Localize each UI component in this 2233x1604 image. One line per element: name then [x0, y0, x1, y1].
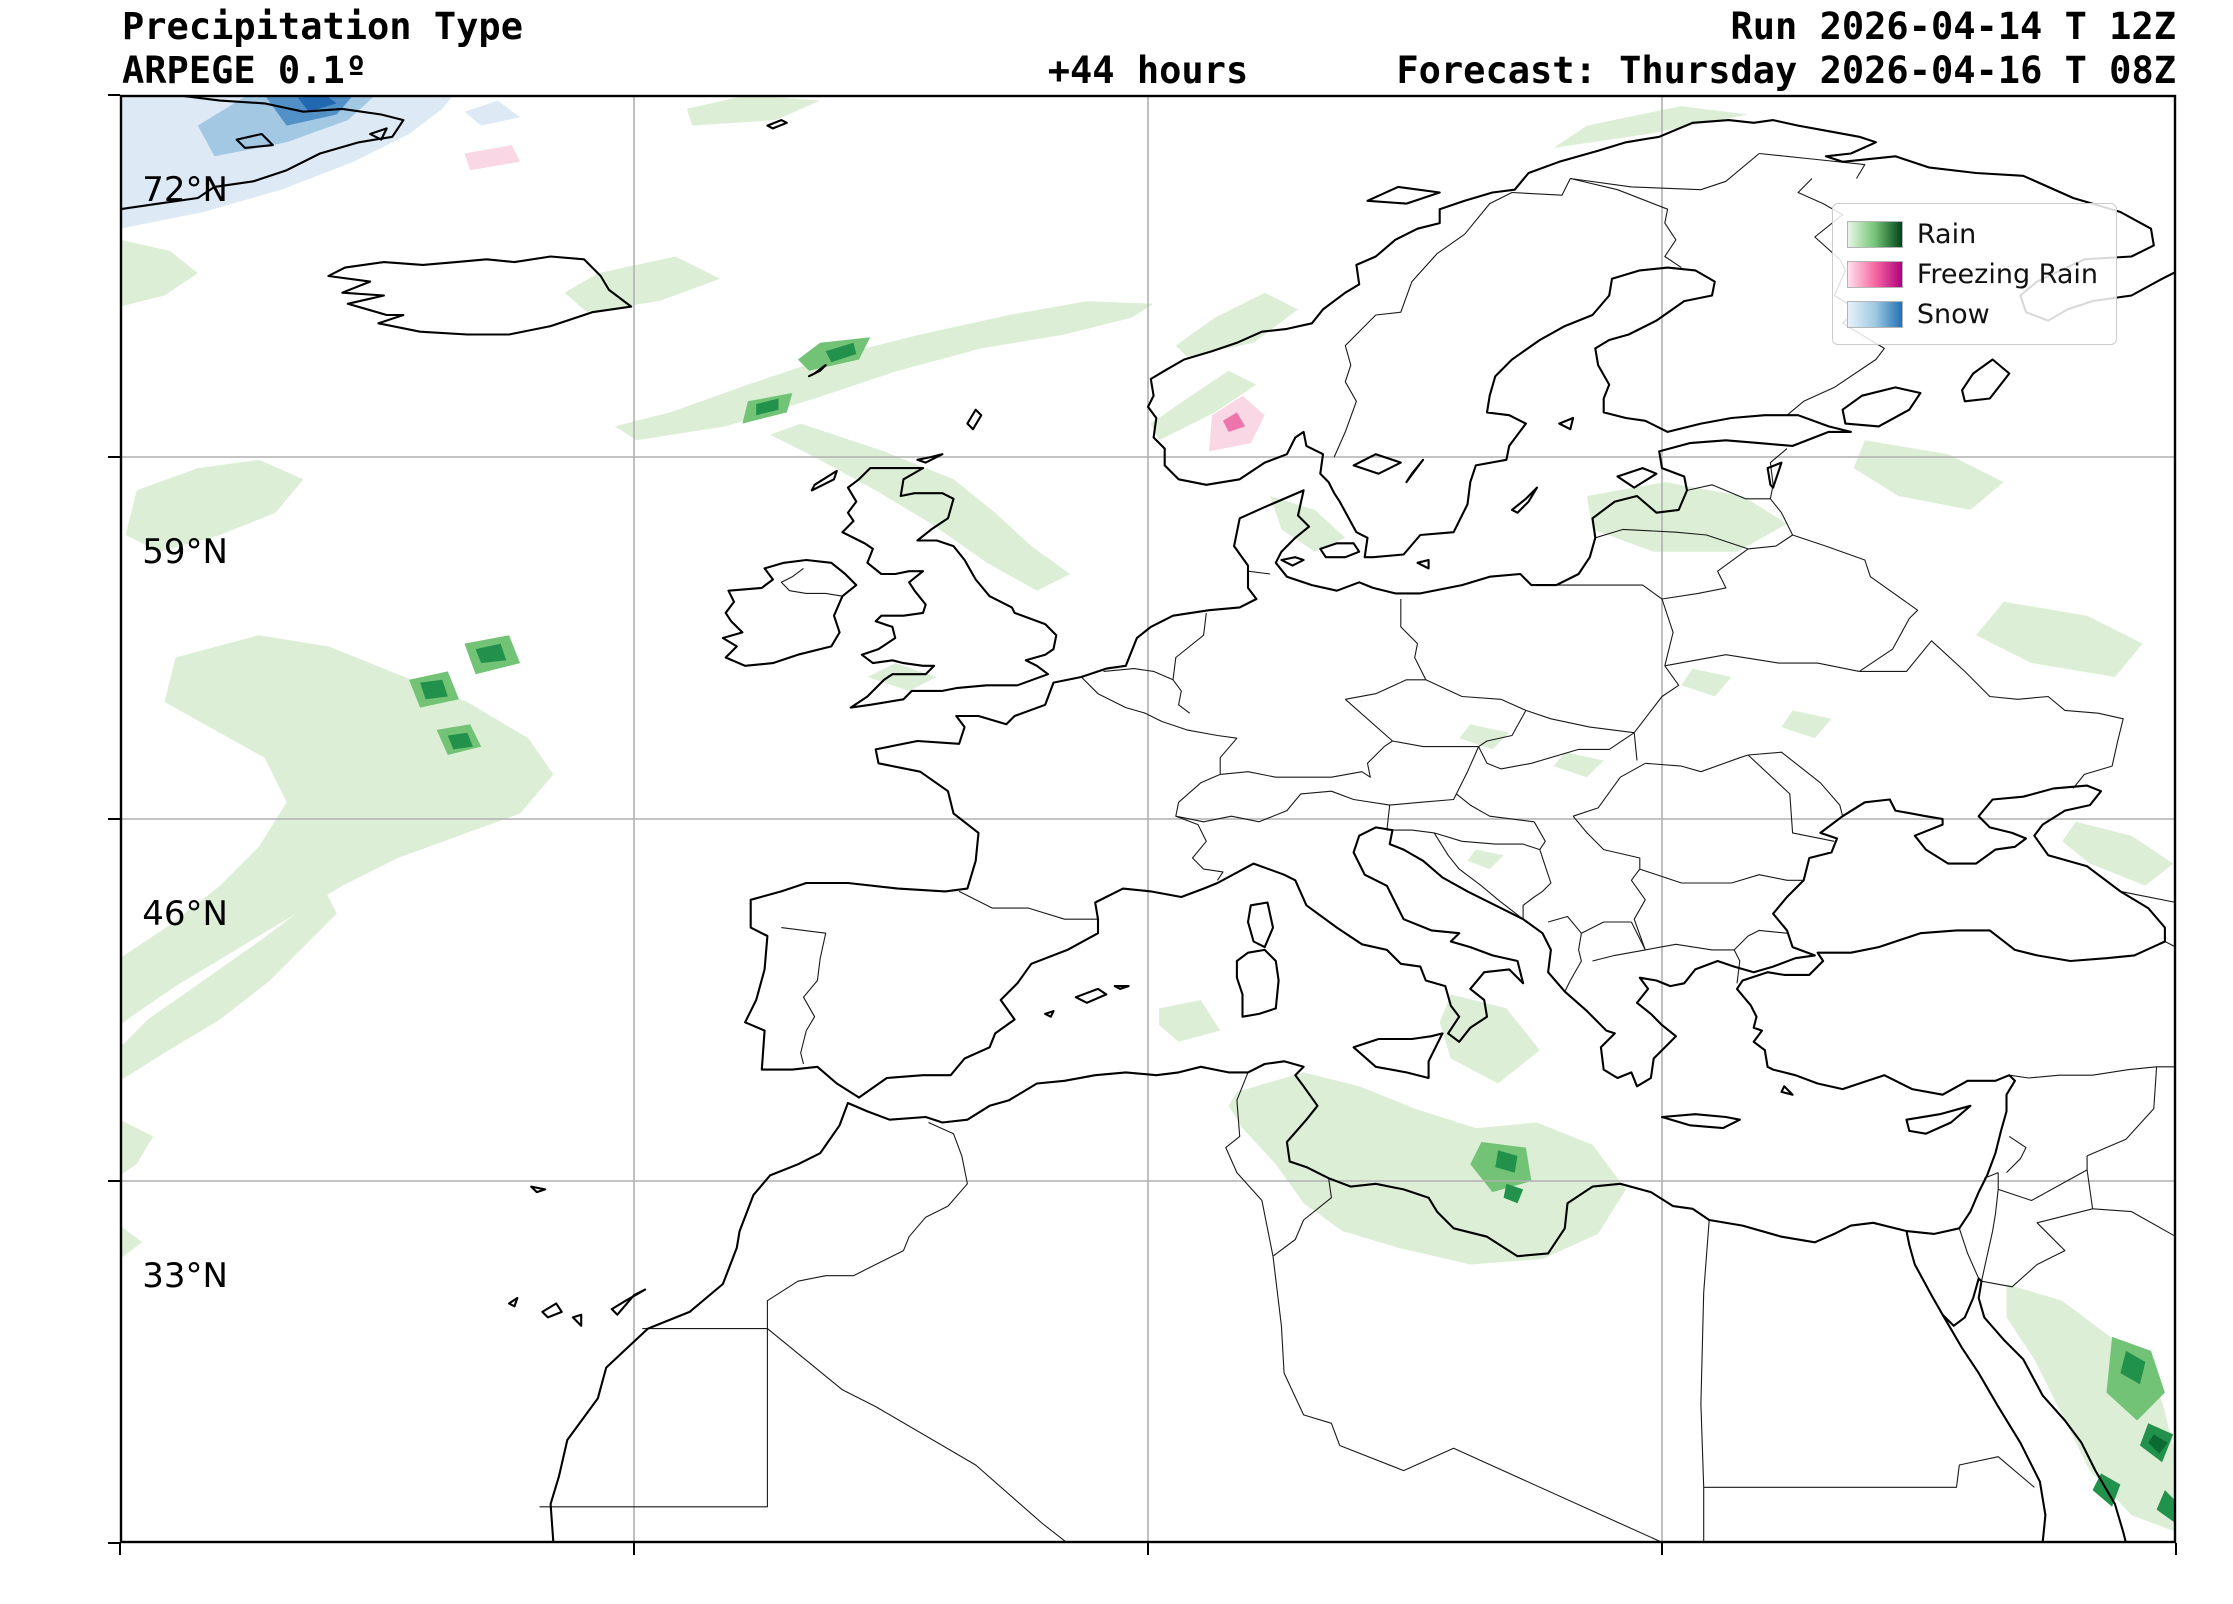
legend-label: Freezing Rain: [1916, 258, 2098, 290]
legend-label: Snow: [1916, 298, 1990, 330]
freezing-rain-colorscale-icon: [1846, 260, 1903, 288]
legend-row-rain: Rain: [1846, 214, 2098, 254]
y-tick-label: 72°N: [142, 170, 228, 210]
europe-map-svg: [108, 94, 2177, 1555]
rain-colorscale-icon: [1846, 220, 1903, 248]
legend-row-snow: Snow: [1846, 294, 2098, 334]
y-tick-label: 33°N: [142, 1256, 228, 1296]
y-tick-label: 46°N: [142, 894, 228, 934]
y-tick-label: 59°N: [142, 532, 228, 572]
legend-row-freezing-rain: Freezing Rain: [1846, 254, 2098, 294]
run-timestamp: Run 2026-04-14 T 12Z: [1730, 5, 2176, 48]
legend-label: Rain: [1916, 218, 1977, 250]
snow-colorscale-icon: [1846, 300, 1903, 328]
model-name: ARPEGE 0.1º: [122, 49, 368, 92]
map-legend: Rain Freezing Rain Snow: [1831, 203, 2117, 345]
forecast-timestamp: Forecast: Thursday 2026-04-16 T 08Z: [1396, 49, 2176, 92]
map-plot-area: 72°N 59°N 46°N 33°N 20°N 32°W 13.5°W 5°E…: [108, 94, 2177, 1555]
page-title: Precipitation Type: [122, 5, 523, 48]
